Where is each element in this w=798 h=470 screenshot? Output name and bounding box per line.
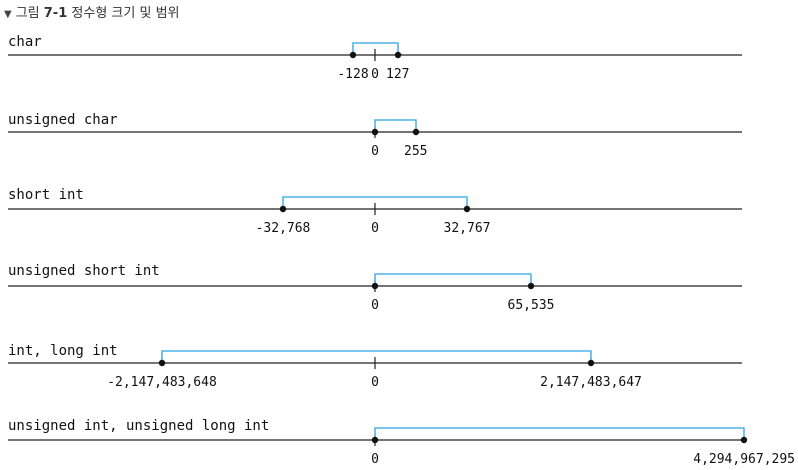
min-point xyxy=(349,51,357,59)
range-bracket xyxy=(374,427,745,437)
max-point xyxy=(740,436,748,444)
zero-value-label: 0 xyxy=(371,298,379,313)
zero-value-label: 0 xyxy=(371,144,379,159)
caption-number: 7-1 xyxy=(43,6,68,21)
row-label: unsigned int, unsigned long int xyxy=(8,418,269,434)
zero-value-label: 0 xyxy=(371,221,379,236)
range-bracket xyxy=(352,42,399,52)
range-bracket xyxy=(282,196,468,206)
max-point xyxy=(394,51,402,59)
zero-value-label: 0 xyxy=(371,375,379,390)
zero-value-label: 0 xyxy=(371,452,379,467)
max-point xyxy=(463,205,471,213)
figure-caption: ▼ 그림 7-1 정수형 크기 및 범위 xyxy=(4,2,179,21)
caption-title: 정수형 크기 및 범위 xyxy=(71,6,180,21)
min-point xyxy=(279,205,287,213)
max-value-label: 32,767 xyxy=(444,221,491,236)
min-value-label: -2,147,483,648 xyxy=(107,375,217,390)
max-value-label: 255 xyxy=(404,144,427,159)
row-label: unsigned char xyxy=(8,112,118,128)
caption-prefix: 그림 xyxy=(15,6,40,21)
min-value-label: -128 xyxy=(337,67,368,82)
max-point xyxy=(412,128,420,136)
zero-point xyxy=(371,436,379,444)
row-label: int, long int xyxy=(8,343,118,359)
row-label: char xyxy=(8,34,42,50)
range-bracket xyxy=(374,273,532,283)
row-label: unsigned short int xyxy=(8,263,160,279)
zero-value-label: 0 xyxy=(371,67,379,82)
max-point xyxy=(527,282,535,290)
zero-point xyxy=(371,128,379,136)
range-bracket xyxy=(374,119,417,129)
min-value-label: -32,768 xyxy=(256,221,311,236)
range-bracket xyxy=(161,350,592,360)
max-value-label: 127 xyxy=(386,67,409,82)
collapse-triangle-icon: ▼ xyxy=(4,9,12,20)
zero-point xyxy=(371,282,379,290)
row-label: short int xyxy=(8,187,84,203)
max-value-label: 4,294,967,295 xyxy=(693,452,795,467)
max-point xyxy=(587,359,595,367)
max-value-label: 65,535 xyxy=(508,298,555,313)
min-point xyxy=(158,359,166,367)
max-value-label: 2,147,483,647 xyxy=(540,375,642,390)
